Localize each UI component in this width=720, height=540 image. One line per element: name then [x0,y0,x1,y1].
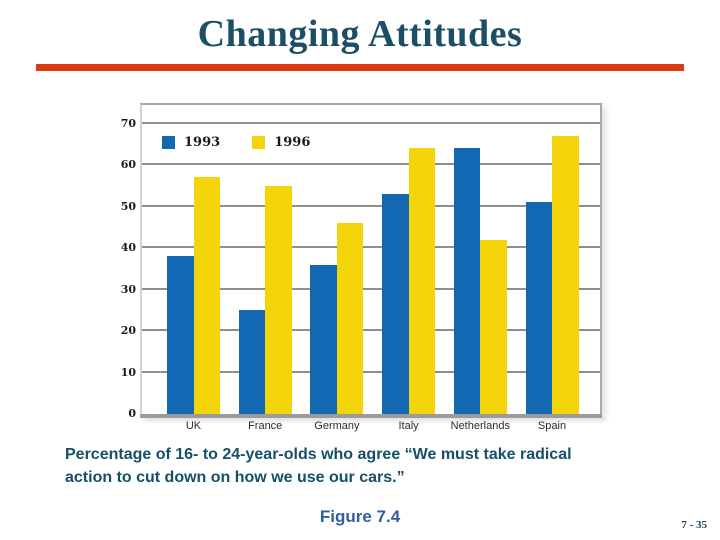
y-tick-30: 30 [120,282,136,296]
bar-1993-italy [382,194,409,414]
bar-1993-netherlands [453,148,481,414]
legend-label-1993: 1993 [184,135,221,150]
legend-label-1996: 1996 [274,135,311,150]
y-tick-40: 40 [120,241,136,254]
caption-line-2: action to cut down on how we use our car… [65,469,405,486]
bar-1993-spain [525,202,552,414]
y-tick-70: 70 [120,116,136,130]
gridline-40 [142,246,600,248]
gridline-60 [142,163,600,165]
x-tick-germany: Germany [314,420,360,432]
gridline-30 [142,287,600,290]
bar-1996-spain [552,135,579,414]
gridline-10 [142,370,600,373]
bar-1996-italy [408,148,436,414]
caption-line-1: Percentage of 16- to 24-year-olds who ag… [65,446,572,463]
y-axis-labels: 0 10 20 30 40 50 60 70 [115,105,136,421]
page-number: 7 - 35 [681,519,707,531]
y-tick-50: 50 [120,199,136,213]
bar-1996-france [265,185,292,414]
x-tick-netherlands: Netherlands [450,420,510,432]
bar-1993-uk [167,256,194,414]
figure-label: Figure 7.4 [319,507,401,526]
gridline-20 [142,329,600,331]
accent-rule [36,64,684,71]
bar-1996-netherlands [480,239,507,414]
y-tick-60: 60 [120,158,136,171]
legend-swatch-1996 [252,136,266,149]
slide-title: Changing Attitudes [197,13,523,55]
y-tick-0: 0 [128,407,136,420]
x-tick-spain: Spain [537,420,567,432]
bar-1996-uk [193,177,220,414]
bar-chart: 0 10 20 30 40 50 60 70 1993 1996 UK France Germany… [115,98,617,438]
x-tick-uk: UK [185,420,202,432]
x-axis-line [140,414,602,418]
x-tick-italy: Italy [398,420,419,432]
legend-swatch-1993 [162,136,175,149]
plot-area: 1993 1996 [140,103,602,414]
figure-caption: Percentage of 16- to 24-year-olds who ag… [65,443,665,489]
gridline-70 [142,121,600,124]
x-axis-labels: UK France Germany Italy Netherlands Spain [142,420,600,435]
bar-1993-germany [310,264,337,414]
legend: 1993 1996 [162,135,310,150]
y-tick-20: 20 [120,324,136,337]
x-tick-france: France [248,420,283,432]
bar-1996-germany [336,223,364,414]
gridline-50 [142,204,600,207]
bar-1993-france [238,310,266,414]
y-tick-10: 10 [120,365,136,379]
